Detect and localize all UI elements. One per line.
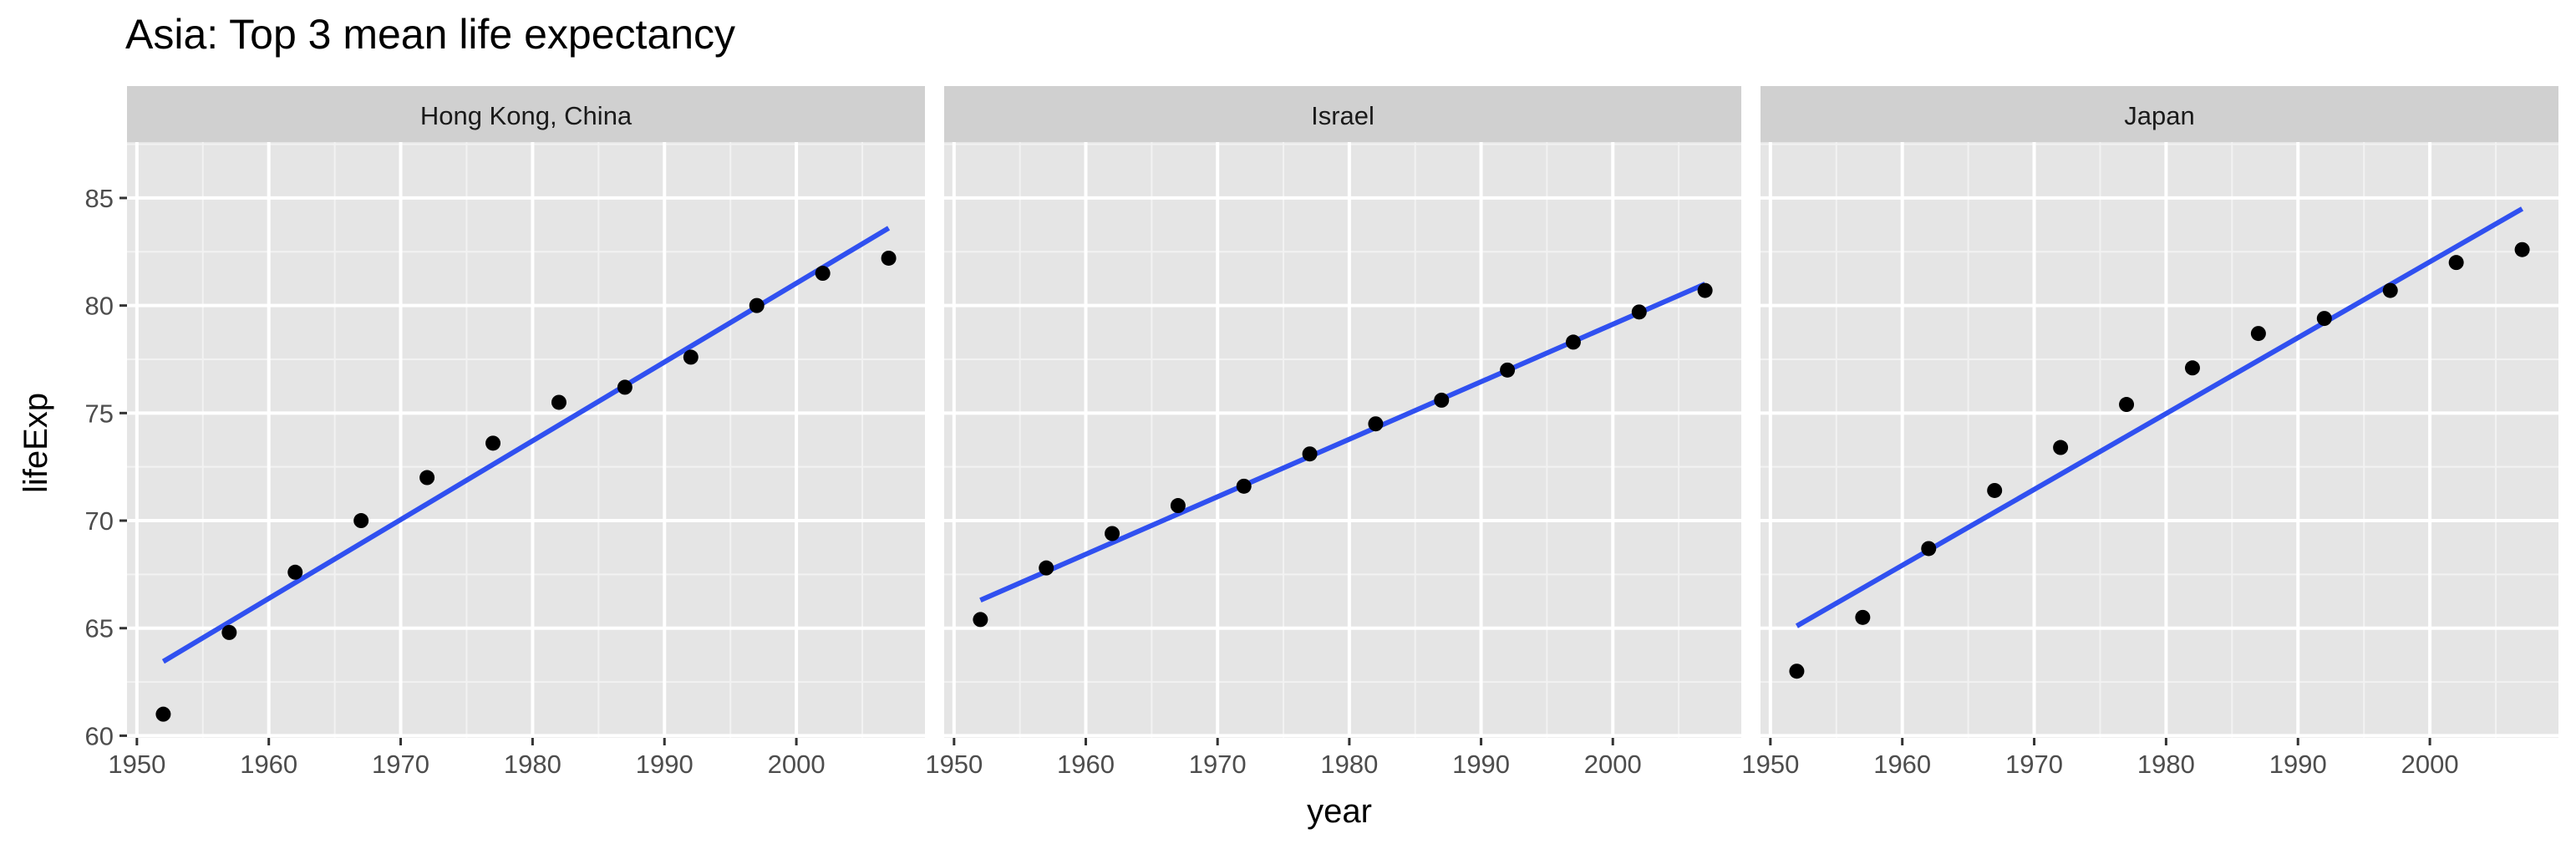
data-point: [1921, 541, 1937, 557]
data-point: [2250, 326, 2266, 342]
y-tick-label: 65: [85, 614, 114, 643]
data-point: [2119, 397, 2135, 413]
facet-strip-label: Japan: [2124, 101, 2194, 130]
data-point: [2382, 282, 2398, 298]
x-tick-label: 1960: [240, 750, 297, 779]
data-point: [1302, 446, 1318, 462]
facet-panel: Japan 1950 1960 1970 1980 1990 2000: [1741, 86, 2558, 779]
data-point: [2514, 241, 2530, 257]
data-point: [2448, 255, 2464, 271]
y-tick-label: 85: [85, 184, 114, 213]
y-tick-label: 60: [85, 721, 114, 750]
facet-panel: Israel 1950 1960 1970 1980 1990 2000: [925, 86, 1741, 779]
data-point: [973, 612, 988, 628]
x-tick-label: 2000: [1584, 750, 1642, 779]
data-point: [1434, 392, 1450, 408]
data-point: [287, 564, 303, 580]
x-tick-label: 2000: [2401, 750, 2459, 779]
x-tick-label: 1960: [1057, 750, 1115, 779]
facet-strip-label: Israel: [1311, 101, 1374, 130]
x-tick-label: 1970: [2005, 750, 2063, 779]
data-point: [683, 349, 699, 365]
x-tick-label: 1970: [1189, 750, 1247, 779]
fit-line: [161, 226, 891, 664]
data-point: [1631, 304, 1647, 320]
x-tick-label: 1980: [1320, 750, 1378, 779]
x-tick-label: 2000: [768, 750, 826, 779]
data-point: [1236, 478, 1252, 494]
x-tick-label: 1960: [1873, 750, 1931, 779]
x-tick-label: 1950: [1741, 750, 1799, 779]
data-point: [617, 379, 633, 395]
data-point: [1368, 416, 1384, 432]
data-point: [1039, 560, 1054, 576]
y-tick-label: 75: [85, 399, 114, 428]
plot-panel: [1761, 142, 2558, 738]
x-axis-title: year: [1307, 793, 1372, 830]
facet-strip: [127, 86, 925, 142]
data-point: [1987, 482, 2003, 498]
data-point: [155, 706, 171, 722]
data-point: [1855, 609, 1871, 625]
data-point: [881, 250, 897, 266]
facet-strip: [1761, 86, 2558, 142]
data-point: [749, 297, 765, 313]
fit-line: [979, 282, 1706, 603]
data-point: [221, 624, 237, 640]
y-axis-title: lifeExp: [18, 393, 54, 493]
plot-panel: [127, 142, 925, 738]
x-tick-label: 1970: [372, 750, 429, 779]
x-tick-label: 1950: [108, 750, 165, 779]
data-point: [1697, 282, 1713, 298]
facet-strip: [944, 86, 1741, 142]
data-point: [1789, 663, 1805, 679]
x-tick-label: 1980: [504, 750, 561, 779]
y-tick-label: 80: [85, 292, 114, 321]
data-point: [2184, 360, 2200, 376]
fit-line: [1795, 206, 2524, 628]
chart-title: Asia: Top 3 mean life expectancy: [125, 11, 735, 58]
x-tick-label: 1990: [1452, 750, 1510, 779]
data-point: [2053, 440, 2069, 455]
y-tick-label: 70: [85, 506, 114, 536]
data-point: [1105, 526, 1120, 541]
data-point: [419, 470, 435, 486]
data-point: [353, 513, 369, 529]
data-point: [1565, 334, 1581, 350]
x-tick-label: 1990: [2269, 750, 2327, 779]
data-point: [551, 394, 567, 410]
x-tick-label: 1980: [2137, 750, 2195, 779]
data-point: [2316, 311, 2332, 327]
data-point: [815, 266, 831, 282]
facet-panel: Hong Kong, China 1950 1960 1970 1980 1990 2000…: [85, 86, 925, 779]
facet-panels: Hong Kong, China 1950 1960 1970 1980 1990 2000…: [85, 86, 2558, 779]
x-tick-label: 1950: [925, 750, 983, 779]
x-tick-label: 1990: [636, 750, 694, 779]
facet-strip-label: Hong Kong, China: [420, 101, 633, 130]
data-point: [1500, 362, 1516, 378]
data-point: [1170, 498, 1186, 514]
data-point: [485, 435, 501, 451]
